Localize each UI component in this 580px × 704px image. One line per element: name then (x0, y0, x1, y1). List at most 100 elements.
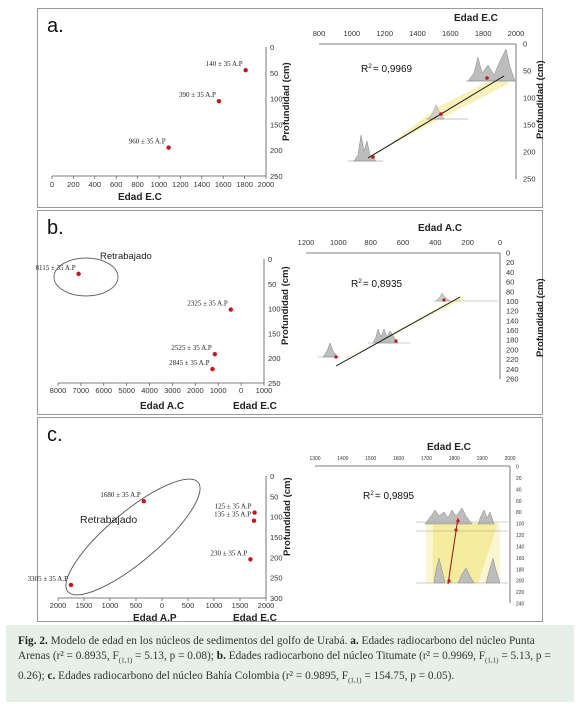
right-x-label: Edad A.C (418, 223, 462, 234)
x-tick-label: 2000 (504, 456, 515, 462)
left-x-label: Edad E.C (118, 192, 162, 203)
left-x-ticks: 0 200 400 600 800 1000 1200 1400 1600 1800 2000 (50, 176, 274, 189)
point-label: 2525 ± 35 A.P (171, 344, 212, 352)
data-point (252, 510, 257, 515)
x-tick-label: 2000 (258, 180, 275, 189)
y-tick-label: 100 (523, 94, 536, 103)
right-x-ticks: 1300 1400 1500 1600 1700 1800 1900 2000 (309, 456, 515, 462)
data-point (68, 582, 74, 588)
data-point (212, 352, 217, 357)
x-tick-label: 5000 (118, 386, 135, 395)
y-tick-label: 250 (270, 172, 283, 181)
point-label: 135 ± 35 A.P (214, 511, 251, 519)
y-tick-label: 80 (516, 510, 522, 516)
right-y-label: Profundidad (cm) (535, 60, 546, 139)
y-tick-label: 100 (516, 522, 525, 528)
x-tick-label: 1000 (256, 386, 273, 395)
y-tick-label: 200 (270, 146, 283, 155)
r2-label: R2= 0,9969 (361, 63, 413, 75)
y-tick-label: 20 (516, 476, 522, 482)
x-tick-label: 1200 (298, 238, 315, 247)
x-tick-label: 1000 (151, 180, 168, 189)
x-tick-label: 1000 (343, 29, 360, 38)
x-tick-label: 1400 (193, 180, 210, 189)
caption-a-text: Edades radiocarbono del núcleo Punta Are… (18, 635, 535, 663)
prob-distribution (477, 509, 495, 525)
x-tick-label: 1700 (421, 456, 432, 462)
y-tick-label: 50 (270, 69, 278, 78)
y-tick-label: 220 (506, 355, 519, 364)
age-point (454, 528, 458, 532)
prob-distribution (372, 328, 399, 344)
left-y-label: Profundidad (cm) (280, 266, 291, 345)
x-tick-label: 1000 (206, 601, 223, 610)
x-tick-label: 1600 (393, 456, 404, 462)
point-label: 230 ± 35 A.P (210, 549, 247, 557)
caption-a-text2: = 5.13, p = 0.08); (132, 650, 217, 663)
y-tick-label: 140 (516, 544, 525, 550)
reworked-label: Retrabajado (100, 251, 152, 262)
caption-b-text2: = 5.13, p = 0.26); (18, 650, 551, 682)
x-tick-label: 800 (313, 29, 326, 38)
x-tick-label: 1800 (475, 29, 492, 38)
y-tick-label: 60 (506, 278, 514, 287)
confidence-band (433, 523, 498, 583)
x-tick-label: 1000 (102, 601, 119, 610)
point-label: 140 ± 35 A.P (206, 60, 243, 68)
x-tick-label: 1600 (442, 29, 459, 38)
y-tick-label: 0 (268, 255, 272, 264)
r2-label: R2= 0,9895 (363, 490, 415, 502)
y-tick-label: 0 (270, 43, 274, 52)
caption-text: Modelo de edad en los núcleos de sedimen… (47, 635, 351, 647)
y-tick-label: 150 (268, 329, 281, 338)
panel-letter: b. (47, 217, 64, 239)
left-points: 1680 ± 35 A.P 3305 ± 35 A.P 125 ± 35 A.P13… (28, 491, 257, 588)
panel-letter: c. (47, 424, 63, 446)
data-point (243, 68, 248, 73)
y-tick-label: 0 (270, 472, 274, 481)
regression-line (367, 75, 505, 159)
y-tick-label: 100 (270, 95, 283, 104)
age-point (394, 339, 398, 343)
point-label: 1680 ± 35 A.P (100, 491, 141, 499)
prob-distribution (424, 507, 473, 525)
left-x-label: Edad A.C (140, 401, 184, 412)
panel-b: b. 8000 7000 6000 5000 4000 3000 2000 1000 0 1000… (35, 210, 546, 415)
left-points: 8115 ± 35 A.P 2325 ± 35 A.P 2525 ± 35 A.P 2… (35, 264, 234, 372)
x-tick-label: 2000 (258, 601, 275, 610)
left-x-label: Edad E.C (233, 401, 277, 412)
x-tick-label: 1000 (330, 238, 347, 247)
right-x-ticks: 800 1000 1200 1400 1600 1800 2000 (313, 29, 525, 38)
left-points: 140 ± 35 A.P 390 ± 35 A.P 960 ± 35 A.P (129, 60, 248, 150)
age-point (334, 355, 338, 359)
y-tick-label: 240 (516, 602, 525, 608)
point-label: 8115 ± 35 A.P (35, 264, 75, 272)
y-tick-label: 20 (506, 258, 514, 267)
age-point (371, 155, 375, 159)
age-point (456, 519, 460, 523)
data-point (166, 145, 171, 150)
y-tick-label: 80 (506, 287, 514, 296)
x-tick-label: 1500 (232, 601, 249, 610)
x-tick-label: 0 (239, 386, 243, 395)
caption-c-sub: (1,1) (348, 676, 362, 685)
data-point (228, 307, 234, 312)
y-tick-label: 100 (270, 513, 283, 522)
y-tick-label: 200 (270, 553, 283, 562)
x-tick-label: 3000 (164, 386, 181, 395)
x-tick-label: 1400 (337, 456, 348, 462)
y-tick-label: 200 (268, 354, 281, 363)
left-x-ticks: 2000 1500 1000 500 0 500 1000 1500 2000 (50, 598, 275, 610)
reworked-ellipse (53, 257, 119, 297)
left-y-ticks: 0 50 100 150 200 250 300 (270, 472, 283, 603)
right-y-ticks: 0 50 100 150 200 250 (523, 40, 536, 184)
y-tick-label: 0 (516, 465, 519, 471)
y-tick-label: 250 (270, 574, 283, 583)
caption-c-text2: = 154.75, p = 0.05). (361, 669, 455, 682)
y-tick-label: 150 (270, 533, 283, 542)
y-tick-label: 220 (516, 590, 525, 596)
x-tick-label: 600 (397, 238, 410, 247)
data-point (216, 98, 222, 104)
y-tick-label: 140 (506, 316, 519, 325)
